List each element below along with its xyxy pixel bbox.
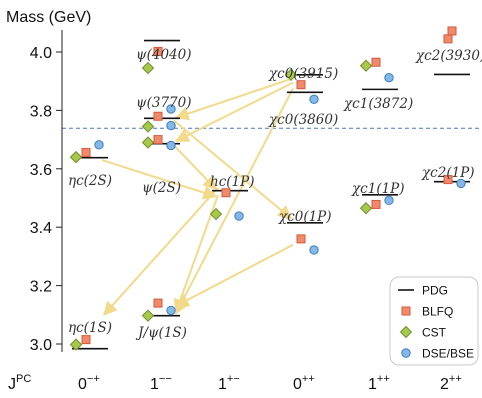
- transition-arrow: [103, 187, 219, 316]
- x-axis: 0−+ 1−− 1+− 0++ 1++ 2++: [78, 373, 462, 393]
- state-label-etac1s: ηc(1S): [68, 320, 112, 336]
- transition-arrow: [174, 81, 294, 142]
- dse-marker-psi2s: [166, 140, 176, 151]
- legend-label-blfq: BLFQ: [422, 305, 453, 319]
- legend-swatch-dse: [401, 348, 411, 358]
- dse-marker-chic01p: [309, 245, 319, 255]
- dse-marker-chic11p: [384, 195, 394, 206]
- y-axis: 3.0 3.2 3.4 3.6 3.8 4.0: [30, 30, 63, 354]
- cst-marker-chic13872: [359, 59, 373, 72]
- legend-label-pdg: PDG: [422, 284, 448, 298]
- blfq-marker-psi4040: [153, 46, 163, 56]
- blfq-marker-etac2s: [81, 147, 91, 157]
- y-tick-label: 3.0: [30, 337, 52, 354]
- blfq-marker-chic03860: [296, 80, 306, 90]
- blfq-marker-chic21p: [443, 175, 453, 185]
- x-category-label: 0++: [293, 373, 315, 393]
- state-label-psi2s: ψ(2S): [142, 180, 181, 196]
- cst-marker-psi4040: [141, 61, 155, 75]
- x-category-label: 1−−: [150, 373, 172, 393]
- transition-arrow: [173, 144, 217, 191]
- blfq-marker-chic01p: [296, 234, 306, 244]
- x-category-label: 0−+: [78, 373, 100, 393]
- state-label-hc1p: hc(1P): [210, 174, 254, 190]
- transition-arrows: [101, 77, 294, 316]
- blfq-marker-chic13872: [371, 57, 381, 67]
- dse-marker-hc1p: [234, 211, 244, 221]
- state-label-jpsi: J/ψ(1S): [135, 325, 187, 341]
- transition-arrow: [174, 243, 294, 307]
- dse-marker-chic21p: [456, 178, 466, 189]
- state-label-psi3770: ψ(3770): [136, 95, 191, 111]
- transition-arrow: [175, 88, 294, 315]
- blfq-marker-chic11p: [371, 199, 381, 209]
- x-category-base: 1: [218, 376, 227, 393]
- blfq-marker-hc1p: [221, 188, 231, 198]
- state-label-chic13872: χc1(3872): [343, 96, 413, 112]
- state-label-chic03860: χc0(3860): [268, 112, 338, 128]
- x-category-label: 1++: [368, 373, 390, 393]
- state-label-chic11p: χc1(1P): [351, 181, 405, 197]
- x-category-label: 2++: [440, 373, 462, 393]
- dse-marker-chic03860: [309, 94, 319, 105]
- dse-marker-etac2s: [94, 140, 104, 150]
- y-tick-label: 3.4: [30, 220, 52, 237]
- x-category-sup: ++: [449, 373, 462, 385]
- legend-label-cst: CST: [422, 326, 447, 340]
- x-category-base: 1: [150, 376, 159, 393]
- legend-label-dse: DSE/BSE: [422, 347, 474, 361]
- dse-marker-psi3770: [166, 104, 176, 114]
- blfq-marker-psi2s: [153, 135, 163, 145]
- cst-marker-psi2s: [141, 136, 155, 149]
- cst-marker-psi3770: [141, 120, 155, 133]
- x-category-base: 0: [293, 376, 302, 393]
- legend: PDG BLFQ CST DSE/BSE: [389, 276, 479, 366]
- x-category-base: 2: [440, 376, 449, 393]
- blfq-marker-jpsi: [153, 298, 163, 308]
- x-category-sup: −−: [159, 373, 172, 385]
- state-label-chic03915: χc0(3915): [268, 66, 338, 82]
- dse-marker-jpsi: [166, 305, 176, 316]
- transition-arrow: [174, 77, 294, 121]
- state-label-chic21p: χc2(1P): [421, 165, 475, 181]
- cst-marker-jpsi: [141, 309, 155, 322]
- blfq-marker-etac1s: [81, 335, 91, 345]
- cst-marker-etac1s: [69, 338, 83, 351]
- x-axis-title: JPC: [8, 373, 31, 393]
- state-label-psi4040: ψ(4040): [136, 47, 191, 63]
- state-label-etac2s: ηc(2S): [68, 173, 112, 189]
- transition-arrow: [101, 159, 218, 200]
- blfq-marker-chic23930: [443, 34, 453, 44]
- y-axis-title: Mass (GeV): [6, 9, 91, 26]
- blfq-marker-extra: [447, 26, 457, 36]
- x-category-base: 1: [368, 376, 377, 393]
- x-category-sup: +−: [227, 373, 240, 385]
- cst-marker-chic03915: [284, 68, 298, 81]
- blfq-marker-psi3770: [153, 111, 163, 121]
- model-markers: [69, 26, 466, 351]
- y-tick-label: 3.6: [30, 162, 52, 179]
- x-category-sup: −+: [87, 373, 100, 385]
- x-category-sup: ++: [377, 373, 390, 385]
- state-labels: ηc(1S) ηc(2S) J/ψ(1S) ψ(2S) ψ(3770) ψ(4040) hc…: [68, 47, 482, 341]
- cst-marker-chic11p: [359, 202, 373, 215]
- dse-marker-chic13872: [384, 72, 394, 83]
- transition-arrow: [173, 119, 293, 220]
- state-label-chic01p: χc0(1P): [278, 209, 332, 225]
- legend-swatch-blfq: [401, 306, 411, 316]
- y-tick-label: 3.8: [30, 103, 52, 120]
- y-tick-label: 4.0: [30, 45, 52, 62]
- dse-marker-psi4040: [166, 120, 176, 131]
- cst-marker-hc1p: [209, 207, 223, 221]
- legend-box: [389, 276, 479, 366]
- state-label-chic23930: χc2(3930): [415, 48, 482, 64]
- x-category-label: 1+−: [218, 373, 240, 393]
- cst-marker-etac2s: [69, 150, 83, 164]
- x-category-sup: ++: [302, 373, 315, 385]
- x-category-base: 0: [78, 376, 87, 393]
- legend-swatch-cst: [399, 325, 413, 339]
- y-tick-label: 3.2: [30, 279, 52, 296]
